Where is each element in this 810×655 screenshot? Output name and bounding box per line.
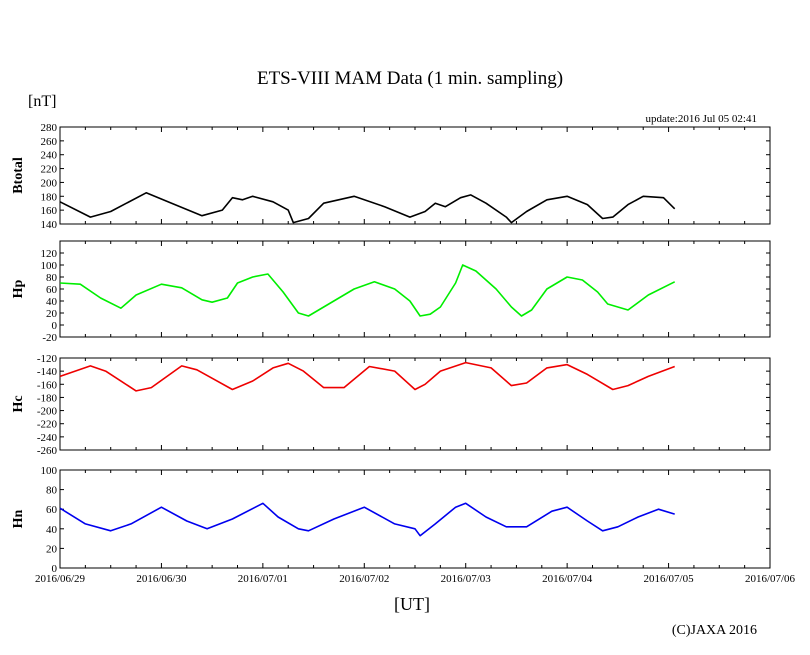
x-tick-label: 2016/07/01 [238, 573, 288, 585]
y-tick-label: 80 [46, 485, 58, 497]
y-tick-label: 80 [46, 272, 58, 284]
update-timestamp: update:2016 Jul 05 02:41 [645, 113, 757, 125]
y-tick-label: -180 [37, 392, 58, 404]
y-tick-label: 100 [41, 260, 58, 272]
y-tick-label: 60 [46, 284, 58, 296]
x-tick-label: 2016/06/29 [35, 573, 86, 585]
plot-frame [59, 469, 771, 569]
y-tick-label: 0 [52, 563, 58, 575]
y-tick-label: 160 [41, 205, 58, 217]
y-axis-label-hn: Hn [11, 509, 26, 528]
x-tick-label: 2016/07/06 [745, 573, 796, 585]
y-tick-label: -200 [37, 406, 58, 418]
x-tick-label: 2016/07/05 [644, 573, 695, 585]
y-tick-label: 280 [41, 122, 58, 134]
y-tick-label: 180 [41, 191, 58, 203]
y-tick-label: 40 [46, 524, 58, 536]
panel-hc: -260-240-220-200 -180-160-140-120 Hc [11, 353, 771, 457]
y-axis-label-btotal: Btotal [11, 157, 26, 194]
y-tick-label: -120 [37, 353, 58, 365]
y-tick-label: 20 [46, 308, 58, 320]
y-tick-label: -140 [37, 366, 58, 378]
series-hc [59, 361, 675, 392]
y-axis-label-hp: Hp [11, 279, 26, 298]
y-tick-label: -260 [37, 445, 58, 457]
plot-frame [59, 240, 771, 338]
y-tick-label: 200 [41, 177, 58, 189]
x-tick-label: 2016/07/03 [441, 573, 492, 585]
y-tick-label: 220 [41, 164, 58, 176]
y-axis-label-hc: Hc [11, 395, 26, 412]
y-tick-label: 100 [41, 465, 58, 477]
x-tick-label: 2016/06/30 [136, 573, 187, 585]
y-tick-label: 60 [46, 504, 58, 516]
y-tick-label: -220 [37, 419, 58, 431]
unit-label: [nT] [28, 93, 56, 110]
y-tick-label: 20 [46, 543, 58, 555]
x-tick-label: 2016/07/04 [542, 573, 593, 585]
series-hp [59, 264, 676, 317]
y-tick-label: -160 [37, 379, 58, 391]
plot-frame [59, 126, 771, 225]
y-tick-label: 260 [41, 136, 58, 148]
y-tick-label: 0 [52, 320, 58, 332]
y-tick-label: 240 [41, 150, 58, 162]
y-tick-label: -240 [37, 432, 58, 444]
x-axis-label: [UT] [394, 594, 430, 614]
y-tick-label: 40 [46, 296, 58, 308]
panel-hn: 0 20 40 60 80 100 Hn [11, 465, 771, 575]
series-btotal [59, 192, 676, 224]
y-tick-label: -20 [42, 332, 57, 344]
plot-frame [59, 357, 771, 451]
y-tick-label: 140 [41, 219, 58, 231]
y-tick-label: 120 [41, 248, 58, 260]
chart-title: ETS-VIII MAM Data (1 min. sampling) [257, 68, 563, 89]
x-tick-label: 2016/07/02 [339, 573, 389, 585]
series-hn [59, 502, 675, 537]
copyright: (C)JAXA 2016 [672, 623, 757, 638]
